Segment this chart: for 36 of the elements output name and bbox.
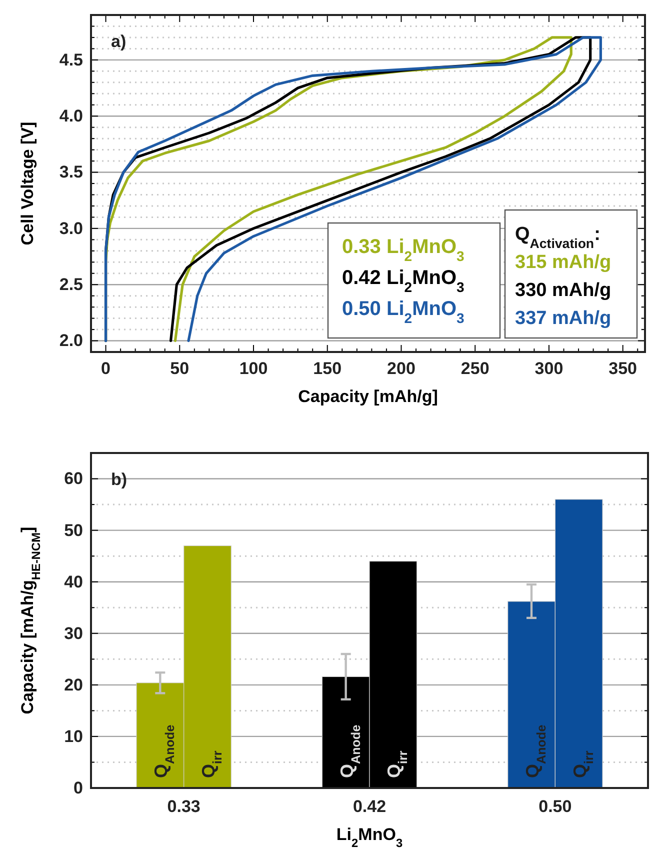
x-tick-label: 250: [460, 359, 490, 378]
y-tick-label: 40: [64, 572, 83, 592]
y-tick-label: 3.0: [59, 218, 83, 238]
x-tick-label: 0: [101, 359, 111, 378]
x-tick-label: 200: [387, 359, 416, 378]
x-tick-label: 100: [239, 359, 268, 378]
x-tick-label: 150: [313, 359, 342, 378]
y-tick-label: 2.5: [59, 275, 83, 294]
x-tick-label: 0.50: [538, 797, 572, 816]
y-tick-label: 4.0: [59, 106, 83, 126]
y-tick-label: 50: [64, 520, 83, 540]
text: 0.42 Li$_{2}$MnO$_{3}$: [342, 267, 464, 295]
annotation: Q$_{Activation}$:: [515, 224, 600, 250]
annotation: 330 mAh/g: [515, 280, 612, 301]
y-tick-label: 20: [64, 675, 83, 694]
annotation: b): [111, 470, 128, 489]
x-tick-label: 0.42: [352, 797, 386, 816]
x-tick-label: 50: [170, 359, 190, 378]
annotation: 315 mAh/g: [515, 252, 612, 273]
y-axis-title: Cell Voltage [V]: [18, 122, 37, 246]
x-axis-title: Capacity [mAh/g]: [298, 387, 438, 406]
text: 0.33 Li$_{2}$MnO$_{3}$: [342, 236, 464, 264]
text: 0.50 Li$_{2}$MnO$_{3}$: [342, 298, 464, 326]
y-tick-label: 2.0: [59, 331, 83, 350]
y-tick-label: 3.5: [59, 162, 83, 182]
x-tick-label: 0.33: [167, 797, 200, 816]
y-tick-label: 4.5: [59, 50, 83, 70]
y-tick-label: 30: [64, 624, 83, 643]
x-tick-label: 300: [534, 359, 564, 378]
x-tick-label: 350: [608, 359, 638, 378]
y-tick-label: 0: [74, 778, 83, 798]
annotation: a): [111, 32, 126, 51]
y-tick-label: 10: [64, 726, 83, 746]
x-axis-title: Li$_{2}$MnO$_{3}$: [336, 825, 403, 850]
annotation: 337 mAh/g: [515, 308, 612, 329]
y-tick-label: 60: [64, 469, 83, 488]
